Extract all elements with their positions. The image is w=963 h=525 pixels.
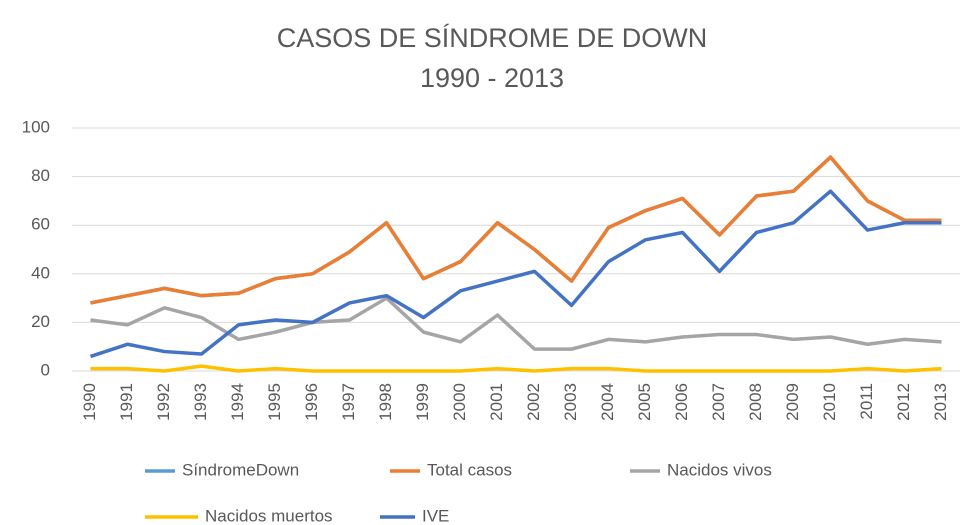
x-tick-label: 1992 <box>154 383 173 421</box>
x-tick-label: 1999 <box>413 383 432 421</box>
x-tick-label: 2011 <box>857 383 876 420</box>
x-tick-label: 2005 <box>635 383 654 421</box>
x-tick-label: 1991 <box>117 383 136 421</box>
series-line <box>90 296 942 351</box>
x-tick-label: 2004 <box>598 383 617 421</box>
x-tick-label: 1995 <box>265 383 284 421</box>
x-tick-label: 1998 <box>376 383 395 421</box>
legend-label: SíndromeDown <box>182 460 299 479</box>
x-tick-label: 2010 <box>820 383 839 421</box>
x-tick-label: 1996 <box>302 383 321 421</box>
x-tick-label: 2007 <box>709 383 728 421</box>
legend-label: Nacidos muertos <box>205 506 333 525</box>
x-tick-label: 2006 <box>672 383 691 421</box>
x-tick-label: 2009 <box>783 383 802 421</box>
series-line <box>90 155 942 305</box>
x-tick-label: 2001 <box>487 383 506 421</box>
x-tick-label: 2012 <box>894 383 913 421</box>
chart-title: CASOS DE SÍNDROME DE DOWN <box>277 23 708 53</box>
series-line <box>90 155 942 305</box>
y-tick-label: 20 <box>31 312 50 331</box>
legend-label: Total casos <box>427 460 512 479</box>
y-tick-label: 80 <box>31 166 50 185</box>
x-tick-label: 2013 <box>931 383 950 421</box>
series-line <box>89 189 942 359</box>
x-tick-label: 1994 <box>228 383 247 421</box>
x-tick-label: 1993 <box>191 383 210 421</box>
legend-label: IVE <box>422 506 449 525</box>
x-tick-label: 1990 <box>80 383 99 421</box>
y-tick-label: 60 <box>31 215 50 234</box>
x-tick-label: 1997 <box>339 383 358 421</box>
x-tick-label: 2002 <box>524 383 543 421</box>
y-tick-label: 0 <box>41 360 50 379</box>
x-tick-label: 2008 <box>746 383 765 421</box>
legend-label: Nacidos vivos <box>667 460 772 479</box>
y-tick-label: 40 <box>31 263 50 282</box>
chart-subtitle: 1990 - 2013 <box>420 63 564 93</box>
x-tick-label: 2003 <box>561 383 580 421</box>
x-tick-label: 2000 <box>450 383 469 421</box>
y-tick-label: 100 <box>22 117 50 136</box>
series-line <box>90 364 942 373</box>
